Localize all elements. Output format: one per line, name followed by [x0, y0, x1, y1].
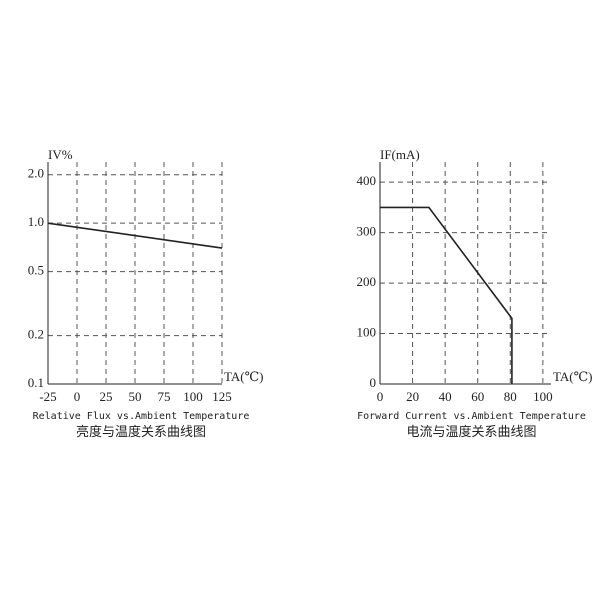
y-axis-label: IF(mA) [380, 147, 420, 162]
x-tick-label: -25 [39, 389, 56, 404]
y-tick-label: 0.5 [28, 263, 44, 278]
x-axis-label: TA(℃) [224, 369, 264, 384]
x-tick-label: 20 [406, 389, 419, 404]
x-tick-label: 0 [74, 389, 81, 404]
x-tick-label: 75 [158, 389, 171, 404]
x-tick-label: 100 [533, 389, 553, 404]
caption: Forward Current vs.Ambient Temperature [357, 411, 586, 422]
y-tick-label: 0.2 [28, 327, 44, 342]
y-tick-label: 100 [357, 325, 377, 340]
x-tick-label: 80 [504, 389, 517, 404]
y-tick-label: 0.1 [28, 375, 44, 390]
y-tick-label: 300 [357, 224, 377, 239]
y-axis-label: IV% [48, 147, 73, 162]
data-line [380, 206, 513, 384]
y-tick-label: 1.0 [28, 214, 44, 229]
x-tick-label: 60 [471, 389, 484, 404]
x-tick-label: 50 [129, 389, 142, 404]
caption: Relative Flux vs.Ambient Temperature [33, 411, 250, 422]
caption-cn: 电流与温度关系曲线图 [406, 424, 536, 439]
x-tick-label: 25 [100, 389, 113, 404]
x-tick-label: 100 [183, 389, 203, 404]
data-line [47, 222, 223, 249]
x-axis-label: TA(℃) [553, 369, 593, 384]
y-tick-label: 400 [357, 173, 377, 188]
caption-cn: 亮度与温度关系曲线图 [76, 424, 206, 439]
y-tick-label: 0 [370, 375, 377, 390]
y-tick-label: 200 [357, 274, 377, 289]
x-tick-label: 0 [377, 389, 384, 404]
x-tick-label: 125 [212, 389, 232, 404]
y-tick-label: 2.0 [28, 166, 44, 181]
x-tick-label: 40 [439, 389, 452, 404]
